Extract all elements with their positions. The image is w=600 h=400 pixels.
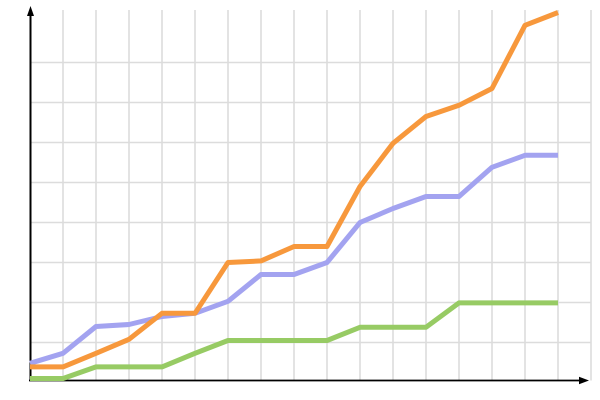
x-axis-arrow-icon <box>579 376 589 385</box>
series-line-orange <box>30 10 559 370</box>
series-line-green <box>30 300 558 381</box>
y-axis-arrow-icon <box>27 6 34 16</box>
series-line-purple <box>29 152 558 366</box>
